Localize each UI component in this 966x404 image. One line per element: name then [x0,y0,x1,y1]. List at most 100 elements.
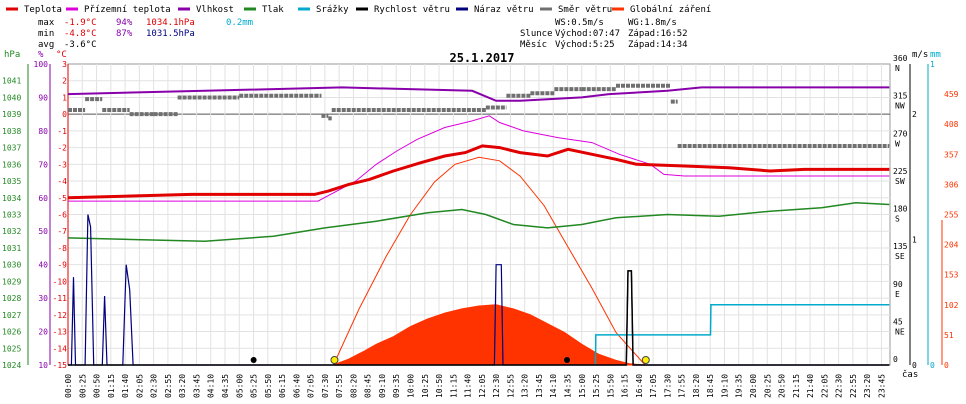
x-tick-label: 17:05 [649,374,658,398]
axis-wm2-tick: 0 [944,361,949,370]
axis-dir-name: SE [895,252,905,261]
series-temperature [67,144,890,200]
x-tick-label: 14:35 [563,374,572,398]
axis-dir-name: NW [895,102,905,111]
axis-degc-tick: 3 [62,60,67,69]
series-theoretical-radiation [332,156,646,366]
x-tick-label: 22:55 [849,374,858,398]
axis-dir-name: NE [895,327,905,336]
axis-degc-tick: -12 [53,311,68,320]
x-tick-label: 19:35 [735,374,744,398]
series-pressure [67,202,890,243]
axis-wm2-tick: 408 [944,120,959,129]
axis-hpa-title: hPa [4,50,20,60]
axis-wm2-tick: 102 [944,301,959,310]
axis-degc-tick: -15 [53,361,68,370]
stat-max-hum: 94% [116,18,133,28]
series-wind-speed [68,270,890,366]
series-layer [67,83,890,366]
x-tick-label: 04:35 [221,374,230,398]
axis-hpa-tick: 1029 [2,277,21,286]
axis-pct-tick: 20 [38,328,48,337]
x-tick-label: 00:00 [64,374,73,398]
axis-pct-tick: 100 [34,60,49,69]
legend-label-gust: Náraz větru [474,5,534,15]
markers-layer [250,356,650,364]
stat-max-precip: 0.2mm [226,18,253,28]
axis-ms-title: m/s [912,50,928,60]
sunset-marker [641,356,650,364]
axis-pct-tick: 70 [38,160,48,169]
axis-dir-tick: 225 [893,167,908,176]
stat-min-pres: 1031.5hPa [146,29,195,39]
axis-ms-tick: 2 [912,110,917,119]
x-tick-label: 10:00 [407,374,416,398]
axis-dir-tick: 45 [893,317,903,326]
x-tick-label: 03:20 [178,374,187,398]
axis-wm2-tick: 51 [944,331,954,340]
moonrise: Východ:5:25 [555,40,615,50]
axis-hpa-tick: 1032 [2,227,21,236]
legend-label-radiation: Globální záření [630,5,711,15]
legend-label-wind_speed: Rychlost větru [374,5,450,15]
x-tick-label: 04:10 [207,374,216,398]
axis-mm-tick: 0 [930,361,935,370]
x-tick-label: 22:05 [820,374,829,398]
stat-max-pres: 1034.1hPa [146,18,195,28]
axis-dir-name: SW [895,177,905,186]
axis-hpa-tick: 1025 [2,344,21,353]
x-tick-label: 02:55 [164,374,173,398]
axis-pct-tick: 90 [38,93,48,102]
axis-dir-tick: 0 [893,355,898,364]
axis-degc-tick: 2 [62,77,67,86]
x-tick-label: 15:00 [578,374,587,398]
x-tick-label: 13:20 [521,374,530,398]
axis-wm2-tick: 204 [944,241,959,250]
moon-label: Měsíc [520,40,547,50]
axis-degc-tick: -7 [57,227,67,236]
series-humidity [67,86,890,102]
x-tick-label: 18:45 [706,374,715,398]
axis-pct-tick: 60 [38,194,48,203]
legend-label-wind_dir: Směr větru [558,5,612,15]
axis-hpa-tick: 1036 [2,160,21,169]
wind-gust-max: WG:1.8m/s [628,18,677,28]
x-tick-label: 21:40 [806,374,815,398]
axis-wm2-tick: 306 [944,180,959,189]
legend-label-humidity: Vlhkost [196,5,234,15]
x-tick-label: 00:25 [78,374,87,398]
axis-hpa-tick: 1027 [2,311,21,320]
axis-mm-title: mm [930,50,941,60]
stats-block: max -1.9°C 94% 1034.1hPa 0.2mm min -4.8°… [38,18,253,50]
x-tick-label: 00:50 [93,374,102,398]
stat-max-temp: -1.9°C [64,18,97,28]
x-tick-label: 10:25 [421,374,430,398]
axis-wm2-tick: 153 [944,271,959,280]
axis-dir-name: E [895,290,900,299]
x-tick-label: 09:10 [378,374,387,398]
axis-ms-tick: 1 [912,236,917,245]
x-tick-label: 23:45 [877,374,886,398]
axis-hpa-tick: 1024 [2,361,21,370]
axis-dir-tick: 270 [893,129,908,138]
x-tick-label: 20:25 [763,374,772,398]
axis-degc-tick: -11 [53,294,68,303]
x-tick-label: 11:40 [464,374,473,398]
stat-min-label: min [38,29,54,39]
moonrise-marker [250,357,257,363]
axis-hpa-tick: 1035 [2,177,21,186]
x-tick-label: 06:15 [278,374,287,398]
x-tick-label: 08:20 [349,374,358,398]
axis-dir-name: N [895,64,900,73]
axis-hpa-tick: 1041 [2,77,21,86]
axes: hPa% °C1041104010391038103710361035103410… [2,50,959,398]
x-tick-label: 20:50 [778,374,787,398]
axis-degc-tick: -5 [57,194,67,203]
axis-pct-title: % [38,50,44,60]
axis-degc-tick: 0 [62,110,67,119]
x-axis-label: čas [902,369,918,380]
x-tick-label: 23:20 [863,374,872,398]
x-tick-label: 15:50 [606,374,615,398]
x-tick-label: 12:55 [506,374,515,398]
